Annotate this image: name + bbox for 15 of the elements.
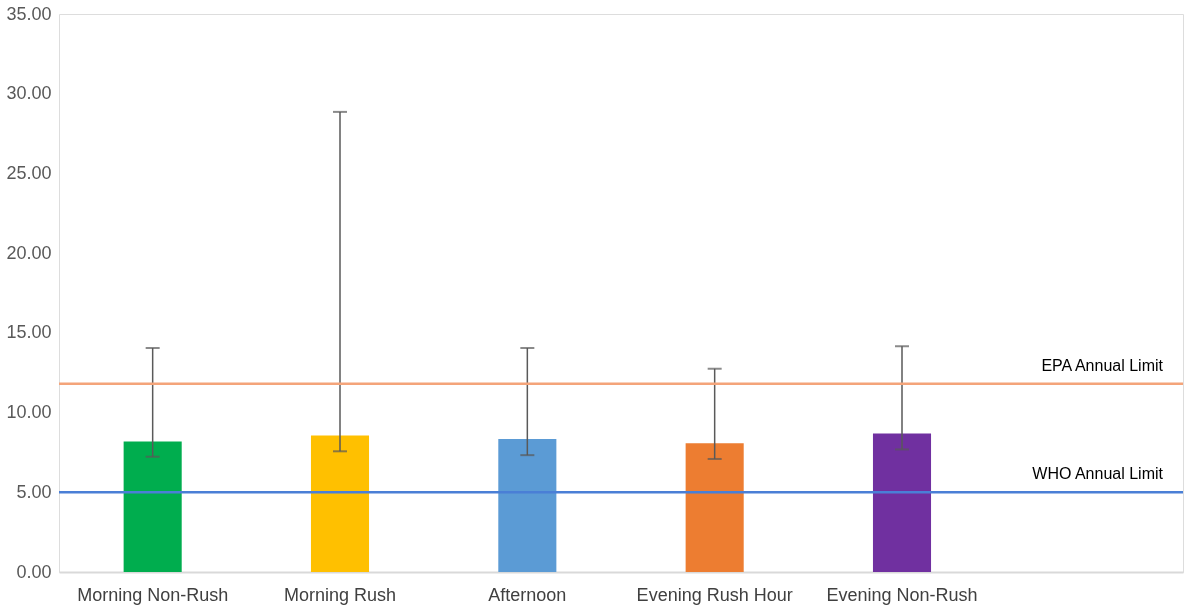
y-tick-label: 0.00 <box>16 561 52 582</box>
y-tick-label: 35.00 <box>6 3 52 24</box>
ref-line-label: WHO Annual Limit <box>1032 465 1164 483</box>
x-tick-label: Morning Non-Rush <box>77 584 229 605</box>
x-tick-label: Morning Rush <box>283 584 397 605</box>
x-tick-label: Afternoon <box>488 584 567 605</box>
y-tick-label: 30.00 <box>6 83 52 104</box>
x-tick-label: Evening Rush Hour <box>636 584 793 605</box>
y-tick-label: 20.00 <box>6 242 52 263</box>
x-tick-label: Evening Non-Rush <box>826 584 978 605</box>
y-tick-label: 10.00 <box>6 402 52 423</box>
ref-line-label: EPA Annual Limit <box>1041 356 1164 374</box>
y-tick-label: 25.00 <box>6 162 52 183</box>
y-tick-label: 5.00 <box>16 481 52 502</box>
y-tick-label: 15.00 <box>6 322 52 343</box>
